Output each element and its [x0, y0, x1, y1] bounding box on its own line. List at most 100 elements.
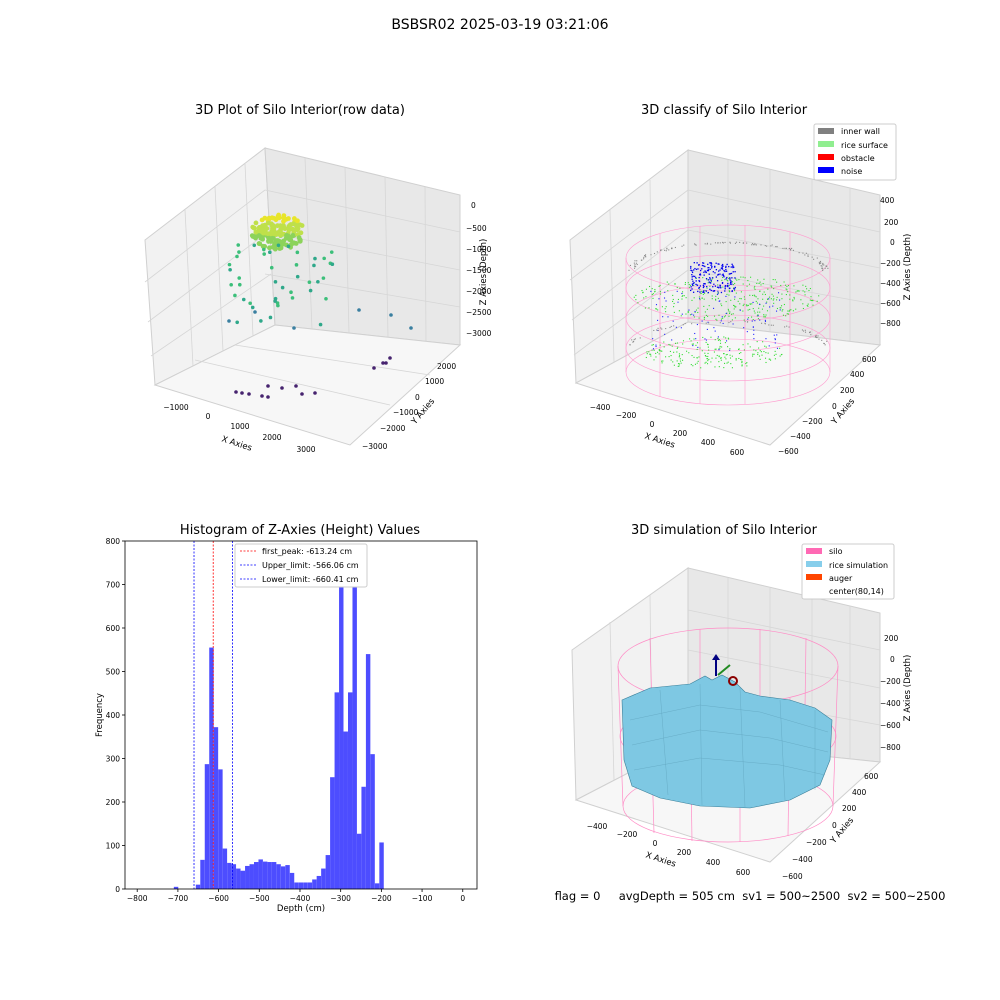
noise-point — [716, 280, 719, 282]
rice-surface-point — [654, 288, 656, 291]
raw-point — [276, 243, 281, 248]
auger-marker — [712, 654, 738, 686]
histogram-legend-box — [234, 543, 368, 588]
histogram-xtick-label: −400 — [290, 894, 311, 903]
inner-wall-point — [802, 252, 804, 254]
noise-point — [725, 266, 727, 269]
simulation-xtick: −400 — [587, 822, 608, 831]
noise-point — [703, 274, 705, 276]
rice-surface-point — [785, 288, 787, 290]
raw-point — [294, 384, 298, 388]
rice-surface-point — [724, 315, 726, 317]
rice-surface-point — [704, 289, 706, 292]
histogram-bar — [209, 647, 214, 889]
histogram-ytick-label: 100 — [106, 842, 121, 851]
rice-surface-point — [677, 365, 679, 367]
noise-point — [716, 293, 719, 296]
noise-point — [703, 265, 705, 267]
inner-wall-point — [821, 265, 823, 267]
histogram-bar — [303, 882, 308, 889]
inner-wall-point — [660, 327, 662, 329]
rice-surface-point — [728, 290, 730, 292]
rice-surface-point — [746, 362, 748, 364]
noise-point — [703, 291, 705, 293]
rice-surface-point — [774, 279, 776, 281]
rice-surface-point — [724, 279, 726, 281]
noise-point — [725, 278, 727, 280]
rice-surface-point — [648, 351, 650, 353]
inner-wall-point — [823, 342, 825, 345]
raw-ztick: −3000 — [466, 329, 492, 338]
rice-surface-point — [697, 360, 699, 362]
rice-surface-point — [772, 278, 774, 281]
rice-surface-point — [763, 291, 765, 293]
raw-ztick: −1000 — [466, 245, 492, 254]
raw-point — [267, 238, 273, 244]
rice-surface-point — [635, 299, 637, 301]
rice-surface-point — [711, 298, 713, 300]
raw-x-ticks: −1000 0 1000 2000 3000 — [163, 403, 315, 454]
rice-surface-point — [724, 342, 726, 344]
histogram-bar — [213, 727, 219, 889]
rice-surface-point — [785, 315, 787, 317]
rice-surface-point — [718, 356, 720, 358]
rice-surface-point — [703, 316, 706, 319]
rice-surface-point — [711, 278, 713, 280]
rice-surface-point — [707, 360, 709, 362]
classify-xtick: −400 — [590, 403, 611, 412]
rice-surface-point — [673, 351, 675, 353]
raw-point — [409, 326, 413, 330]
rice-surface-point — [776, 307, 779, 310]
histogram-bar — [218, 769, 223, 889]
rice-surface-point — [682, 359, 684, 361]
rice-surface-point — [659, 344, 661, 346]
inner-wall-point — [691, 323, 693, 325]
rice-surface-point — [659, 284, 661, 287]
rice-surface-point — [650, 355, 652, 357]
raw-point — [257, 241, 263, 247]
rice-surface-point — [700, 367, 702, 369]
noise-point — [720, 287, 722, 289]
rice-surface-point — [716, 319, 718, 321]
histogram-xtick-label: −600 — [208, 894, 229, 903]
noise-point — [710, 264, 712, 266]
histogram-chart: −800 −700 −600 −500 −400 −300 −200 −100 0 0 100 20… — [95, 537, 478, 914]
rice-surface-point — [810, 296, 812, 298]
noise-point — [723, 269, 725, 272]
inner-wall-point — [790, 249, 792, 251]
noise-point — [725, 312, 727, 315]
rice-surface-point — [662, 360, 664, 362]
noise-point — [702, 262, 704, 264]
noise-point — [716, 286, 719, 288]
rice-surface-point — [707, 355, 709, 358]
inner-wall-point — [764, 323, 766, 325]
rice-surface-point — [698, 317, 700, 319]
simulation-xtick: 400 — [706, 858, 721, 867]
rice-surface-point — [727, 308, 729, 310]
simulation-xlabel: X Axies — [644, 850, 677, 869]
noise-point — [691, 278, 693, 280]
rice-surface-point — [762, 298, 764, 300]
rice-surface-point — [743, 303, 745, 305]
rice-surface-point — [702, 293, 704, 295]
raw-point — [283, 216, 289, 222]
inner-wall-point — [821, 267, 823, 269]
inner-wall-point — [724, 241, 726, 243]
inner-wall-point — [798, 252, 800, 254]
noise-point — [708, 266, 710, 269]
rice-surface-point — [669, 350, 671, 353]
rice-surface-point — [658, 285, 660, 287]
rice-surface-point — [679, 287, 681, 289]
raw-point-cluster — [227, 212, 413, 399]
raw-ytick: 1000 — [425, 377, 444, 386]
noise-point — [711, 277, 714, 279]
inner-wall-point — [792, 249, 794, 251]
rice-surface-point — [682, 343, 684, 345]
histogram-legend: first_peak: -613.24 cm Upper_limit: -566… — [234, 543, 368, 588]
simulation-xtick: 0 — [653, 839, 658, 848]
noise-point — [722, 322, 724, 325]
rice-surface-point — [757, 279, 759, 281]
histogram-bar — [276, 864, 281, 889]
inner-wall-point — [753, 244, 755, 246]
noise-point — [692, 291, 695, 293]
